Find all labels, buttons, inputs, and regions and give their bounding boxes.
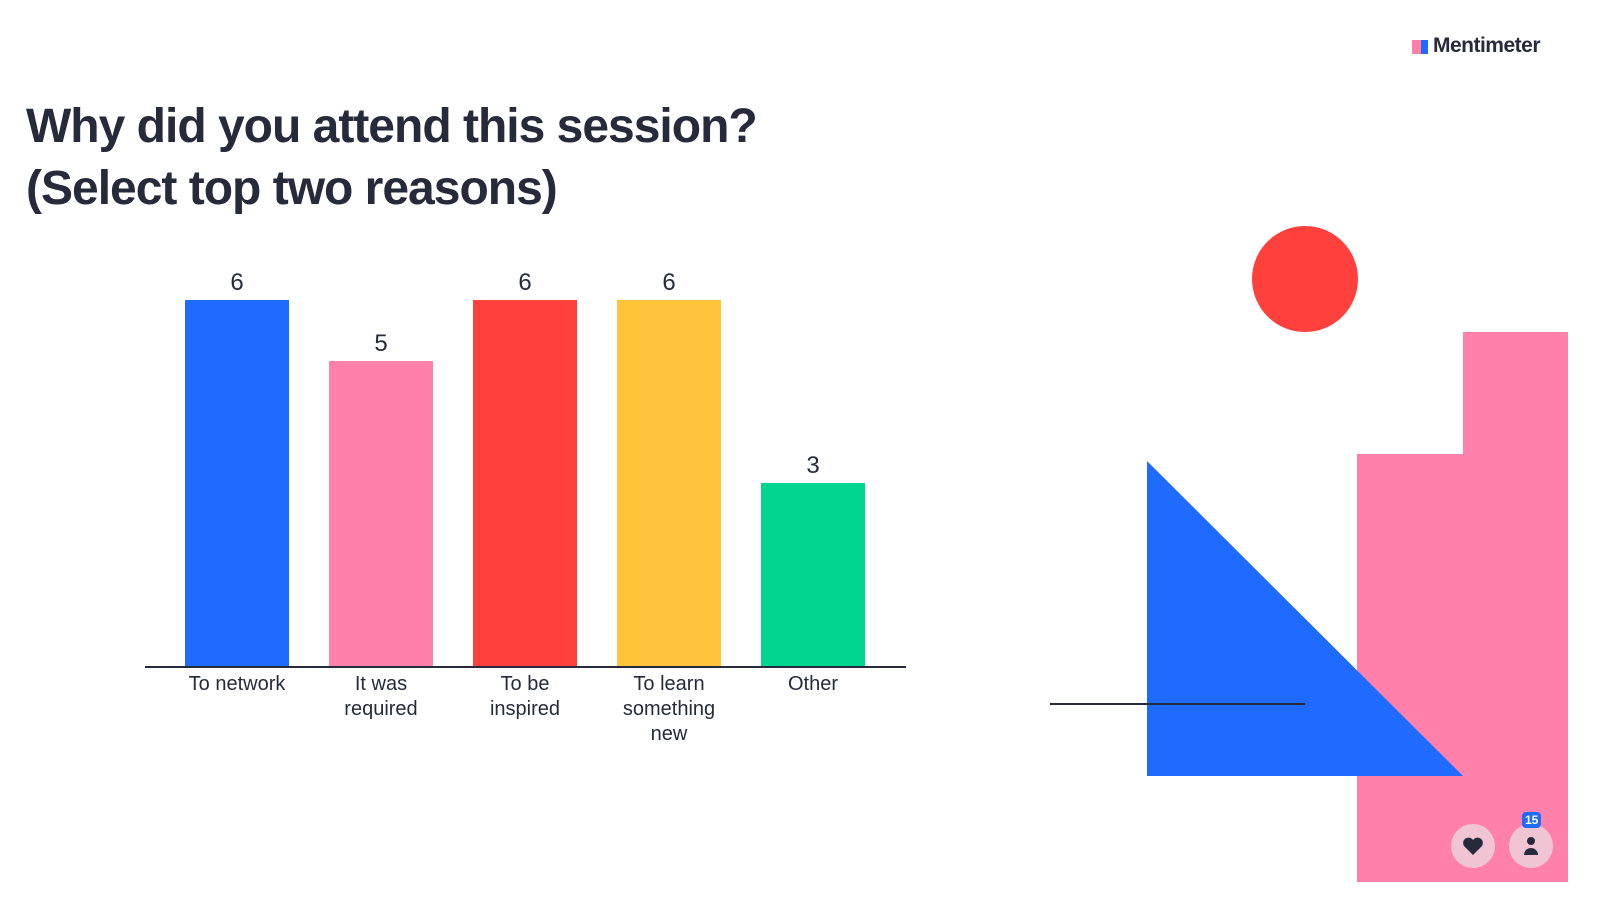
- data-label: 6: [230, 269, 243, 296]
- brand-logo: [1421, 40, 1428, 54]
- participant-count: 15: [1522, 812, 1542, 828]
- deco-circle: [1252, 226, 1358, 332]
- deco-triangle: [1147, 461, 1463, 776]
- participants-button[interactable]: [1509, 824, 1553, 868]
- bar: [473, 300, 577, 666]
- x-tick-label: To be inspired: [489, 673, 561, 720]
- brand: Mentimeter: [1432, 34, 1541, 57]
- person-icon: [1527, 837, 1535, 845]
- heart-icon: [1463, 837, 1483, 855]
- deco-block: [1357, 332, 1568, 882]
- data-label: 6: [662, 269, 675, 296]
- bar: [185, 300, 289, 666]
- bar: [761, 483, 865, 666]
- bar: [617, 300, 721, 666]
- person-icon: [1524, 848, 1538, 855]
- x-tick-label: To network: [188, 673, 286, 695]
- chart-title: Why did you attend this session? (Select…: [26, 100, 758, 215]
- chart: 6 5 6 6 3: [145, 269, 906, 668]
- x-tick-label: Other: [787, 673, 839, 695]
- data-label: 3: [806, 452, 819, 479]
- data-label: 6: [518, 269, 531, 296]
- x-tick-label: To learn something new: [622, 673, 716, 745]
- bar: [329, 361, 433, 666]
- x-tick-label: It was required: [344, 673, 418, 720]
- data-label: 5: [374, 330, 387, 357]
